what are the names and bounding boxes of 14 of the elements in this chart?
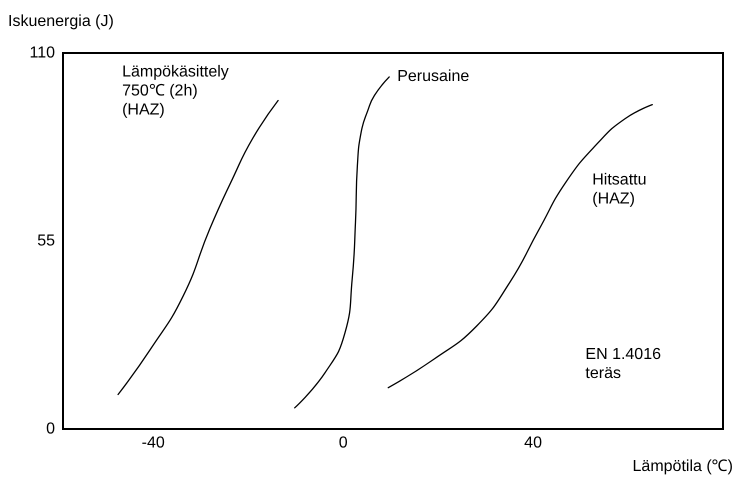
line-series [117,100,279,396]
series-label: Lämpökäsittely 750℃ (2h) (HAZ) [122,64,229,119]
x-tick-label: -40 [142,434,165,452]
x-axis-title: Lämpötila (℃) [632,458,734,475]
x-tick-label: 40 [524,434,542,452]
x-tick-label: 0 [338,434,348,452]
y-axis-title: Iskuenergia (J) [8,13,114,30]
y-tick-label: 110 [29,44,56,62]
y-tick-label: 0 [46,420,56,438]
series-label: Hitsattu (HAZ) [592,172,646,208]
series-label: Perusaine [397,68,470,85]
line-series [294,76,390,408]
y-tick-label: 55 [37,232,56,250]
annotation: EN 1.4016 teräs [585,346,662,382]
